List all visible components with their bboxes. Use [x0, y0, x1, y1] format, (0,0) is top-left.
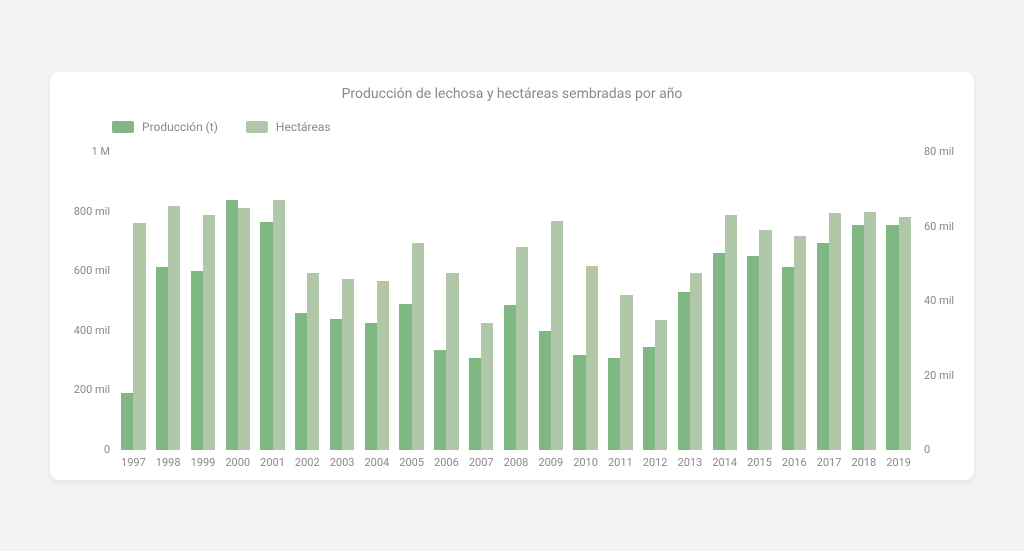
bar-hectareas [725, 215, 737, 450]
bar-hectareas [342, 279, 354, 450]
bar-hectareas [551, 221, 563, 450]
bar-produccion [226, 200, 238, 450]
y-left-tick-label: 800 mil [60, 205, 110, 218]
bar-hectareas [620, 295, 632, 450]
bar-hectareas [759, 230, 771, 450]
chart-card: Producción de lechosa y hectáreas sembra… [50, 72, 974, 480]
x-tick-label: 2001 [260, 456, 285, 469]
y-right-tick-label: 80 mil [924, 145, 974, 158]
bar-hectareas [273, 200, 285, 450]
legend-swatch-produccion [112, 121, 134, 133]
legend-item-produccion[interactable]: Producción (t) [112, 120, 218, 134]
x-tick-label: 2013 [678, 456, 703, 469]
bar-hectareas [864, 212, 876, 450]
bar-produccion [817, 243, 829, 450]
x-tick-label: 1999 [191, 456, 216, 469]
x-tick-label: 2018 [851, 456, 876, 469]
bar-hectareas [133, 223, 145, 450]
x-tick-label: 2007 [469, 456, 494, 469]
x-tick-label: 2017 [817, 456, 842, 469]
y-left-tick-label: 1 M [60, 145, 110, 158]
bar-hectareas [203, 215, 215, 450]
chart-legend: Producción (t) Hectáreas [112, 120, 331, 134]
y-right-tick-label: 60 mil [924, 220, 974, 233]
bar-produccion [713, 253, 725, 450]
x-tick-label: 2003 [330, 456, 355, 469]
bar-hectareas [377, 281, 389, 450]
x-tick-label: 2012 [643, 456, 668, 469]
bar-produccion [156, 267, 168, 450]
bar-hectareas [586, 266, 598, 450]
bar-hectareas [655, 320, 667, 450]
bar-hectareas [690, 273, 702, 450]
x-tick-label: 2009 [538, 456, 563, 469]
bar-produccion [747, 256, 759, 450]
bar-produccion [782, 267, 794, 450]
x-tick-label: 2011 [608, 456, 633, 469]
x-tick-label: 2008 [504, 456, 529, 469]
legend-label-produccion: Producción (t) [142, 120, 218, 134]
bar-produccion [191, 271, 203, 450]
bar-hectareas [307, 273, 319, 450]
x-tick-label: 2005 [399, 456, 424, 469]
y-left-tick-label: 400 mil [60, 324, 110, 337]
bar-produccion [886, 225, 898, 450]
bar-produccion [643, 347, 655, 450]
y-right-tick-label: 20 mil [924, 369, 974, 382]
y-left-tick-label: 600 mil [60, 264, 110, 277]
x-tick-label: 2006 [434, 456, 459, 469]
bar-hectareas [446, 273, 458, 450]
bar-produccion [678, 292, 690, 450]
bar-produccion [365, 323, 377, 450]
bar-produccion [434, 350, 446, 450]
x-tick-label: 2016 [782, 456, 807, 469]
x-tick-label: 1997 [121, 456, 146, 469]
x-tick-label: 1998 [156, 456, 181, 469]
bar-produccion [539, 331, 551, 450]
bar-produccion [469, 358, 481, 450]
x-tick-label: 2000 [225, 456, 250, 469]
bar-hectareas [412, 243, 424, 450]
bar-produccion [121, 393, 133, 450]
bar-produccion [608, 358, 620, 450]
bar-produccion [260, 222, 272, 450]
bar-hectareas [481, 323, 493, 450]
bar-produccion [852, 225, 864, 450]
legend-label-hectareas: Hectáreas [276, 120, 331, 134]
chart-title: Producción de lechosa y hectáreas sembra… [50, 86, 974, 102]
legend-item-hectareas[interactable]: Hectáreas [246, 120, 331, 134]
x-tick-label: 2015 [747, 456, 772, 469]
bar-hectareas [168, 206, 180, 450]
x-tick-label: 2019 [886, 456, 911, 469]
bar-produccion [295, 313, 307, 450]
bar-hectareas [238, 208, 250, 450]
x-tick-label: 2002 [295, 456, 320, 469]
bar-hectareas [516, 247, 528, 450]
bar-hectareas [829, 213, 841, 450]
bar-produccion [504, 305, 516, 450]
x-tick-label: 2014 [712, 456, 737, 469]
bar-produccion [399, 304, 411, 450]
y-right-tick-label: 40 mil [924, 294, 974, 307]
bar-hectareas [794, 236, 806, 450]
y-left-tick-label: 0 [60, 443, 110, 456]
y-right-tick-label: 0 [924, 443, 974, 456]
y-left-tick-label: 200 mil [60, 383, 110, 396]
chart-plot-area: 0200 mil400 mil600 mil800 mil1 M020 mil4… [116, 152, 916, 450]
bar-produccion [573, 355, 585, 450]
x-tick-label: 2004 [364, 456, 389, 469]
x-tick-label: 2010 [573, 456, 598, 469]
legend-swatch-hectareas [246, 121, 268, 133]
bar-hectareas [899, 217, 911, 450]
bar-produccion [330, 319, 342, 450]
